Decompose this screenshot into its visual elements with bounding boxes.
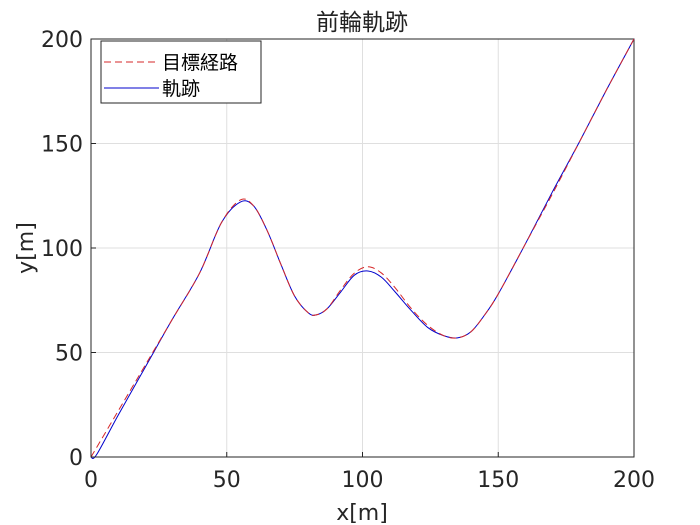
y-tick-label: 150 bbox=[41, 133, 83, 158]
y-tick-label: 100 bbox=[41, 237, 83, 262]
x-tick-label: 50 bbox=[213, 468, 241, 493]
legend-label-trajectory: 軌跡 bbox=[162, 78, 200, 100]
chart-title: 前輪軌跡 bbox=[316, 10, 408, 36]
y-axis-label: y[m] bbox=[14, 222, 39, 274]
x-tick-label: 0 bbox=[84, 468, 98, 493]
tick-labels: 0 50 100 150 200 0 50 100 150 200 bbox=[41, 28, 655, 493]
x-tick-label: 200 bbox=[613, 468, 655, 493]
legend-box bbox=[100, 40, 262, 104]
legend-label-target-path: 目標経路 bbox=[162, 52, 238, 74]
x-axis-label: x[m] bbox=[336, 501, 388, 525]
series-layer bbox=[90, 38, 635, 460]
y-tick-label: 50 bbox=[55, 342, 83, 367]
y-tick-label: 200 bbox=[41, 28, 83, 53]
series-target-path bbox=[90, 38, 635, 458]
x-tick-label: 100 bbox=[342, 468, 384, 493]
legend: 目標経路 軌跡 bbox=[100, 40, 262, 104]
y-tick-label: 0 bbox=[69, 446, 83, 471]
x-tick-label: 150 bbox=[477, 468, 519, 493]
